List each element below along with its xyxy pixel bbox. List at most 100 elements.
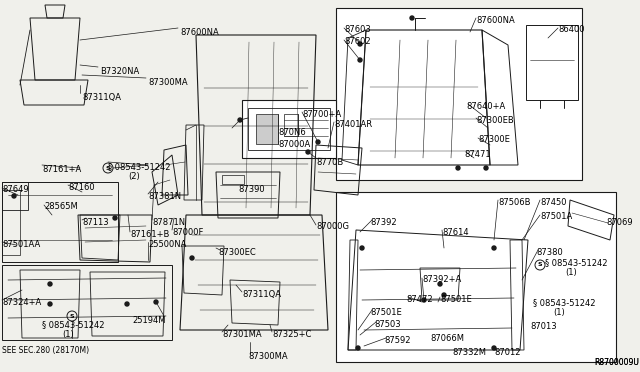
Text: 87392+A: 87392+A <box>422 275 461 284</box>
Circle shape <box>438 282 442 286</box>
Text: 87380: 87380 <box>536 248 563 257</box>
Text: 87000A: 87000A <box>278 140 310 149</box>
Text: 87600NA: 87600NA <box>180 28 219 37</box>
Text: 87311QA: 87311QA <box>242 290 281 299</box>
Text: 87300E: 87300E <box>478 135 510 144</box>
Text: 87160: 87160 <box>68 183 95 192</box>
Bar <box>336 192 616 362</box>
Text: 87300EB: 87300EB <box>476 116 514 125</box>
Text: 87300MA: 87300MA <box>248 352 287 361</box>
Text: 87113: 87113 <box>82 218 109 227</box>
Bar <box>256 114 278 144</box>
Text: 8770B: 8770B <box>316 158 343 167</box>
Bar <box>2 182 118 262</box>
Text: 87506B: 87506B <box>498 198 531 207</box>
Text: 87501E: 87501E <box>440 295 472 304</box>
Circle shape <box>238 118 242 122</box>
Bar <box>526 25 578 100</box>
Text: R8700009U: R8700009U <box>594 358 639 367</box>
Text: 87472: 87472 <box>406 295 433 304</box>
Text: 87649: 87649 <box>2 185 29 194</box>
Text: (1): (1) <box>553 308 564 317</box>
Text: 87390: 87390 <box>238 185 264 194</box>
Circle shape <box>442 293 446 297</box>
Text: 87871N: 87871N <box>152 218 185 227</box>
Text: 87592: 87592 <box>384 336 410 345</box>
Text: (1): (1) <box>62 330 74 339</box>
Text: 87069: 87069 <box>606 218 632 227</box>
Text: S: S <box>106 166 110 170</box>
Text: 87640+A: 87640+A <box>466 102 505 111</box>
Circle shape <box>48 302 52 306</box>
Text: 86400: 86400 <box>558 25 584 34</box>
Circle shape <box>410 16 414 20</box>
Text: 87066M: 87066M <box>430 334 464 343</box>
Text: 87401AR: 87401AR <box>334 120 372 129</box>
Text: 87311QA: 87311QA <box>82 93 121 102</box>
Bar <box>2 190 20 255</box>
Circle shape <box>316 140 320 144</box>
Text: 87332M: 87332M <box>452 348 486 357</box>
Text: 87471: 87471 <box>464 150 491 159</box>
Text: 87012: 87012 <box>494 348 520 357</box>
Circle shape <box>154 300 158 304</box>
Text: 87013: 87013 <box>530 322 557 331</box>
Text: 87300MA: 87300MA <box>148 78 188 87</box>
Bar <box>248 108 330 150</box>
Text: 87501AA: 87501AA <box>2 240 40 249</box>
Text: S: S <box>538 263 542 267</box>
Text: 87450: 87450 <box>540 198 566 207</box>
Circle shape <box>492 346 496 350</box>
Text: 25500NA: 25500NA <box>148 240 186 249</box>
Circle shape <box>360 246 364 250</box>
Bar <box>222 175 244 184</box>
Text: 87614: 87614 <box>442 228 468 237</box>
Text: R8700009U: R8700009U <box>594 358 639 367</box>
Text: 87161+B: 87161+B <box>130 230 170 239</box>
Circle shape <box>190 256 194 260</box>
Circle shape <box>12 194 16 198</box>
Text: § 08543-51242: § 08543-51242 <box>42 320 104 329</box>
Text: 87501E: 87501E <box>370 308 402 317</box>
Text: 87324+A: 87324+A <box>2 298 41 307</box>
Circle shape <box>492 246 496 250</box>
Circle shape <box>113 216 117 220</box>
Text: 87301MA: 87301MA <box>222 330 262 339</box>
Text: 87700+A: 87700+A <box>302 110 341 119</box>
Bar <box>336 8 582 180</box>
Circle shape <box>422 298 426 302</box>
Text: 87161+A: 87161+A <box>42 165 81 174</box>
Circle shape <box>358 58 362 62</box>
Text: § 08543-51242: § 08543-51242 <box>533 298 595 307</box>
Bar <box>242 100 336 158</box>
Text: 28565M: 28565M <box>44 202 77 211</box>
Text: 87503: 87503 <box>374 320 401 329</box>
Text: 87000G: 87000G <box>316 222 349 231</box>
Text: 25194M: 25194M <box>132 316 166 325</box>
Text: § 08543-51242: § 08543-51242 <box>545 258 607 267</box>
Text: 87600NA: 87600NA <box>476 16 515 25</box>
Text: SEE SEC.280 (28170M): SEE SEC.280 (28170M) <box>2 346 89 355</box>
Bar <box>284 114 298 136</box>
Circle shape <box>356 346 360 350</box>
Text: (2): (2) <box>128 172 140 181</box>
Text: 87381N: 87381N <box>148 192 181 201</box>
Text: B7320NA: B7320NA <box>100 67 140 76</box>
Text: (1): (1) <box>565 268 577 277</box>
Circle shape <box>48 282 52 286</box>
Text: 87501A: 87501A <box>540 212 572 221</box>
Circle shape <box>358 42 362 46</box>
Text: 87300EC: 87300EC <box>218 248 256 257</box>
Text: 87000F: 87000F <box>172 228 204 237</box>
Circle shape <box>484 166 488 170</box>
Bar <box>2 182 28 210</box>
Text: 87392: 87392 <box>370 218 397 227</box>
Text: 870N6: 870N6 <box>278 128 306 137</box>
Text: 87602: 87602 <box>344 37 371 46</box>
Circle shape <box>306 150 310 154</box>
Circle shape <box>125 302 129 306</box>
Circle shape <box>456 166 460 170</box>
Text: S: S <box>70 314 74 318</box>
Text: § 08543-51242: § 08543-51242 <box>108 162 170 171</box>
Text: 87325+C: 87325+C <box>272 330 312 339</box>
